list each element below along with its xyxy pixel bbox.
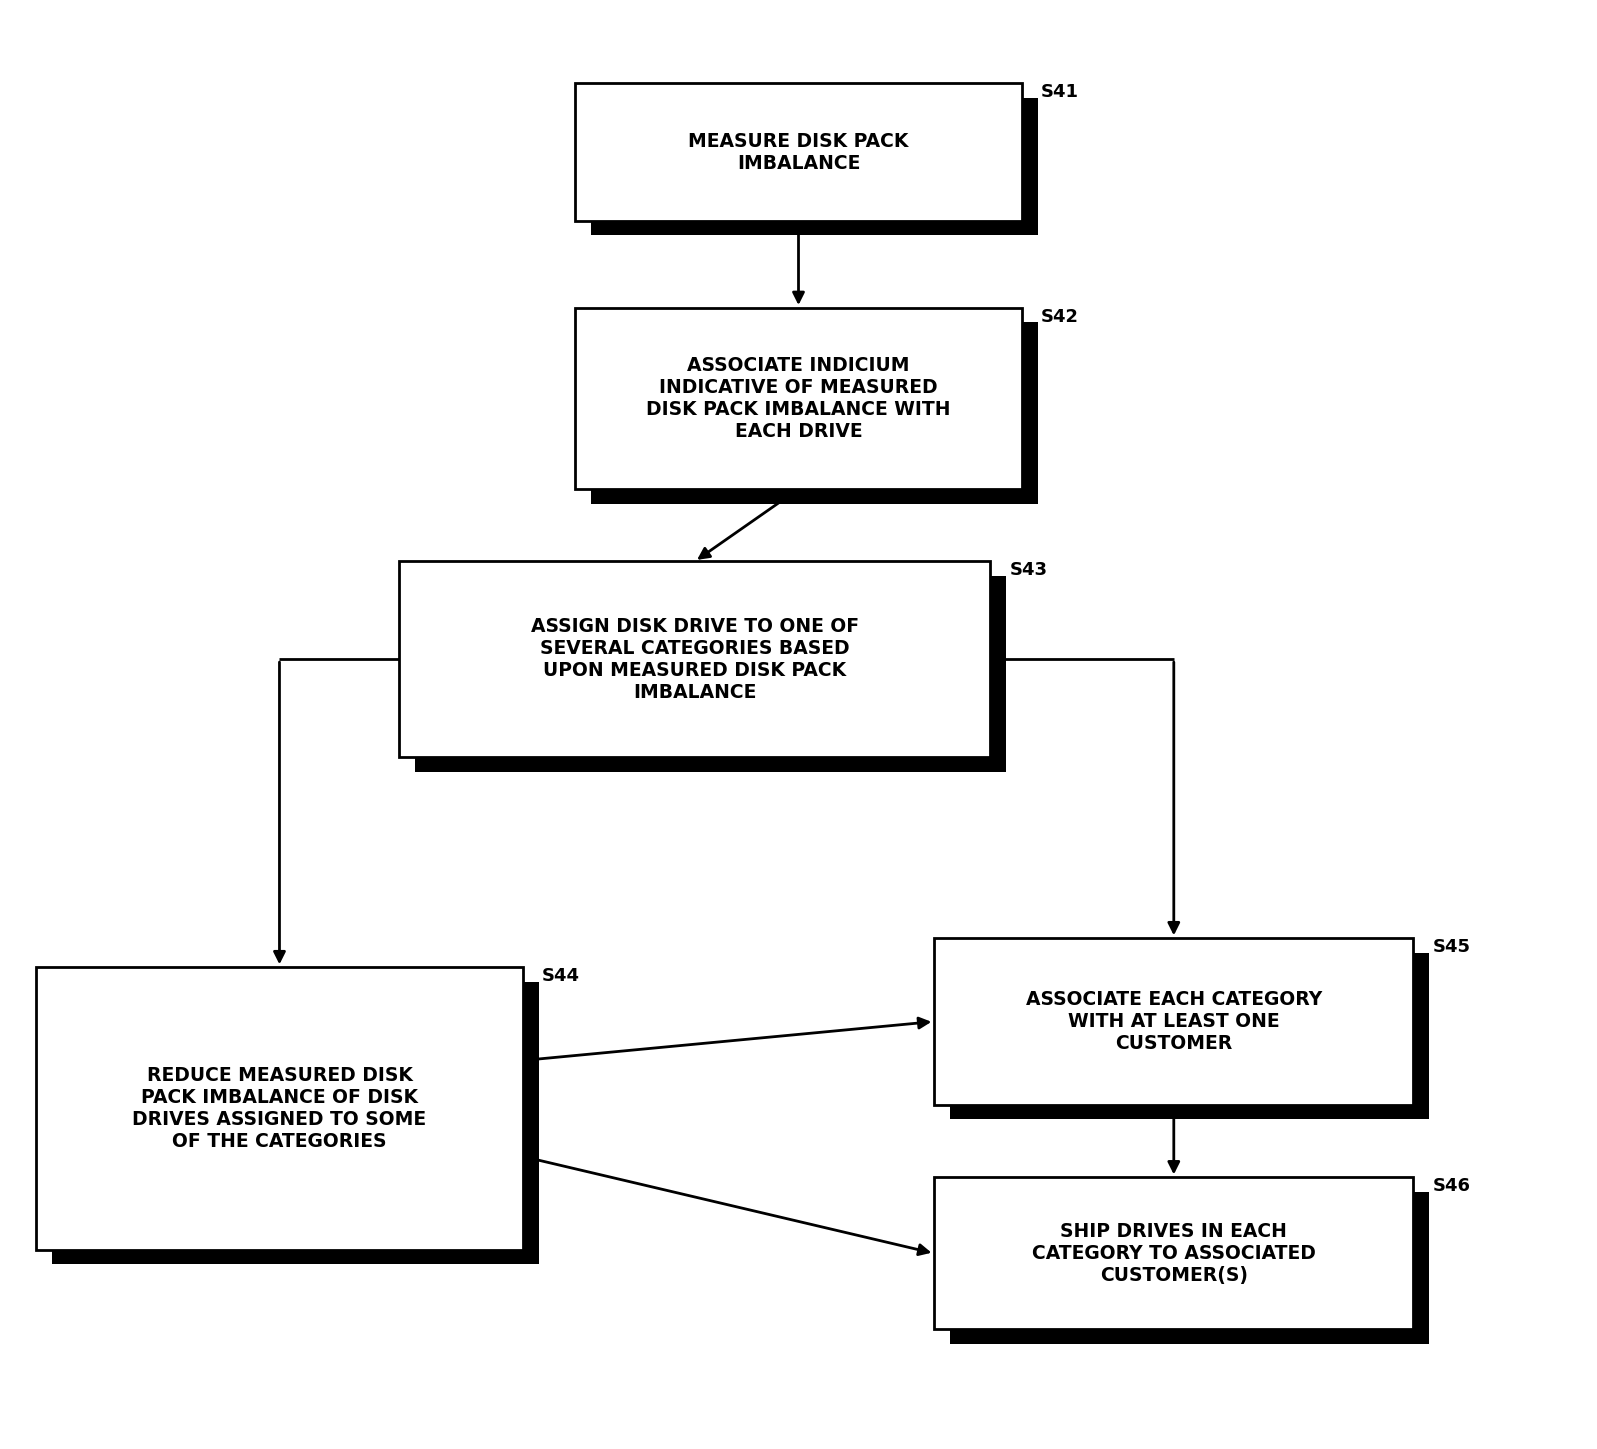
Text: MEASURE DISK PACK
IMBALANCE: MEASURE DISK PACK IMBALANCE <box>688 132 909 172</box>
Text: ASSIGN DISK DRIVE TO ONE OF
SEVERAL CATEGORIES BASED
UPON MEASURED DISK PACK
IMB: ASSIGN DISK DRIVE TO ONE OF SEVERAL CATE… <box>530 617 859 701</box>
Bar <box>35 968 524 1249</box>
Text: S45: S45 <box>1433 939 1471 956</box>
Bar <box>51 982 538 1264</box>
Bar <box>934 939 1413 1106</box>
Bar <box>950 1191 1429 1345</box>
Text: SHIP DRIVES IN EACH
CATEGORY TO ASSOCIATED
CUSTOMER(S): SHIP DRIVES IN EACH CATEGORY TO ASSOCIAT… <box>1032 1222 1316 1285</box>
Text: ASSOCIATE EACH CATEGORY
WITH AT LEAST ONE
CUSTOMER: ASSOCIATE EACH CATEGORY WITH AT LEAST ON… <box>1025 990 1322 1053</box>
Text: S41: S41 <box>1041 84 1080 101</box>
Text: S44: S44 <box>543 968 580 985</box>
Bar <box>591 99 1038 236</box>
Bar <box>950 953 1429 1120</box>
Text: ASSOCIATE INDICIUM
INDICATIVE OF MEASURED
DISK PACK IMBALANCE WITH
EACH DRIVE: ASSOCIATE INDICIUM INDICATIVE OF MEASURE… <box>647 356 950 440</box>
Bar <box>934 1177 1413 1330</box>
Text: REDUCE MEASURED DISK
PACK IMBALANCE OF DISK
DRIVES ASSIGNED TO SOME
OF THE CATEG: REDUCE MEASURED DISK PACK IMBALANCE OF D… <box>133 1066 426 1151</box>
Text: S43: S43 <box>1009 562 1048 580</box>
Bar <box>591 323 1038 504</box>
Bar <box>575 84 1022 222</box>
Bar <box>575 309 1022 490</box>
Text: S42: S42 <box>1041 309 1080 326</box>
Bar <box>399 562 990 756</box>
Bar <box>415 577 1006 771</box>
Text: S46: S46 <box>1433 1177 1471 1195</box>
